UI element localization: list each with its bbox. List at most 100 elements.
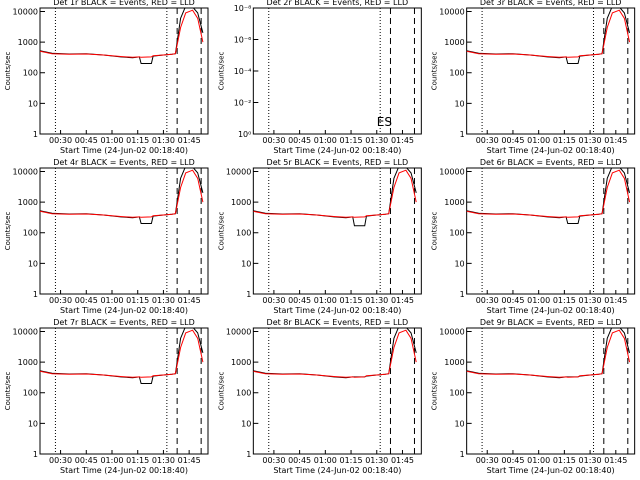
x-tick-label: 01:30: [365, 136, 388, 145]
x-tick-label: 00:45: [501, 296, 524, 305]
plot-frame: [466, 7, 636, 135]
y-tick-label: 10: [454, 419, 464, 428]
plot-frame: [466, 167, 636, 295]
x-tick-label: 00:45: [75, 136, 98, 145]
y-tick-label: 1: [460, 130, 465, 139]
x-tick-label: 01:45: [178, 136, 201, 145]
series-line: [466, 8, 631, 64]
x-tick-label: 00:45: [501, 136, 524, 145]
x-tick-label: 00:45: [75, 296, 98, 305]
plot-frame: [466, 327, 636, 455]
series-line: [466, 168, 631, 224]
y-tick-label: 1000: [231, 358, 251, 367]
x-tick-label: 01:15: [553, 456, 576, 465]
y-tick-label: 100: [23, 389, 38, 398]
y-axis-label: Counts/sec: [217, 212, 225, 251]
x-tick-label: 00:45: [501, 456, 524, 465]
panel: Det 8r BLACK = Events, RED = LLD Start Ti…: [217, 318, 422, 475]
x-tick-label: 01:15: [340, 136, 363, 145]
y-tick-label: 100: [23, 69, 38, 78]
y-tick-label: 10⁻⁸: [234, 4, 252, 13]
y-tick-label: 10000: [13, 7, 38, 16]
x-tick-label: 01:45: [604, 136, 627, 145]
chart-title: Det 4r BLACK = Events, RED = LLD: [53, 158, 195, 167]
x-tick-label: 00:45: [288, 456, 311, 465]
series-line: [40, 8, 204, 64]
y-tick-label: 10: [454, 99, 464, 108]
y-tick-label: 10000: [439, 327, 464, 336]
x-tick-label: 01:30: [152, 136, 175, 145]
y-tick-label: 10: [241, 419, 251, 428]
series-line: [40, 328, 204, 384]
x-tick-label: 01:00: [314, 456, 337, 465]
chart-title: Det 9r BLACK = Events, RED = LLD: [480, 318, 622, 327]
y-axis-label: Counts/sec: [217, 372, 225, 411]
y-tick-label: 1000: [444, 358, 464, 367]
series-line: [466, 9, 631, 58]
x-tick-label: 01:30: [579, 456, 602, 465]
x-tick-label: 01:45: [178, 456, 201, 465]
y-tick-label: 100: [236, 229, 251, 238]
chart-title: Det 3r BLACK = Events, RED = LLD: [480, 0, 622, 7]
x-tick-label: 01:15: [126, 136, 149, 145]
panel: Det 3r BLACK = Events, RED = LLD Start Ti…: [431, 0, 636, 155]
panel: Det 7r BLACK = Events, RED = LLD Start Ti…: [4, 318, 209, 475]
y-axis-label: Counts/sec: [431, 212, 439, 251]
chart-title: Det 7r BLACK = Events, RED = LLD: [53, 318, 195, 327]
y-tick-label: 10: [454, 259, 464, 268]
y-tick-label: 10: [28, 259, 38, 268]
x-axis-label: Start Time (24-Jun-02 00:18:40): [487, 306, 615, 315]
series-line: [253, 329, 417, 378]
x-tick-label: 00:45: [75, 456, 98, 465]
x-tick-label: 01:00: [527, 456, 550, 465]
x-tick-label: 00:30: [262, 456, 285, 465]
y-tick-label: 100: [449, 389, 464, 398]
y-tick-label: 1000: [18, 38, 38, 47]
x-tick-label: 01:30: [152, 456, 175, 465]
y-tick-label: 10000: [13, 167, 38, 176]
panel: Det 9r BLACK = Events, RED = LLD Start Ti…: [431, 318, 636, 475]
panel: Det 2r BLACK = Events, RED = LLD Start Ti…: [217, 0, 422, 155]
x-tick-label: 01:30: [579, 136, 602, 145]
x-tick-label: 01:00: [314, 296, 337, 305]
series-line: [466, 328, 631, 379]
chart-title: Det 5r BLACK = Events, RED = LLD: [267, 158, 409, 167]
y-tick-label: 100: [236, 389, 251, 398]
x-tick-label: 01:00: [100, 136, 123, 145]
x-tick-label: 00:45: [288, 136, 311, 145]
panel: Det 5r BLACK = Events, RED = LLD Start Ti…: [217, 158, 422, 315]
panel: Det 4r BLACK = Events, RED = LLD Start Ti…: [4, 158, 209, 315]
x-axis-label: Start Time (24-Jun-02 00:18:40): [273, 466, 401, 475]
plot-frame: [39, 7, 209, 135]
y-tick-label: 1: [246, 290, 251, 299]
x-axis-label: Start Time (24-Jun-02 00:18:40): [487, 466, 615, 475]
series-line: [253, 169, 417, 218]
x-tick-label: 01:45: [178, 296, 201, 305]
y-tick-label: 10000: [226, 327, 251, 336]
series-line: [466, 329, 631, 378]
x-tick-label: 01:15: [553, 136, 576, 145]
plot-frame: [39, 167, 209, 295]
y-tick-label: 10: [28, 99, 38, 108]
x-tick-label: 00:30: [49, 296, 72, 305]
x-tick-label: 00:30: [476, 296, 499, 305]
x-tick-label: 01:00: [527, 296, 550, 305]
y-tick-label: 100: [23, 229, 38, 238]
x-tick-label: 01:30: [579, 296, 602, 305]
x-tick-label: 00:45: [288, 296, 311, 305]
y-tick-label: 1: [33, 450, 38, 459]
y-tick-label: 1: [33, 130, 38, 139]
y-tick-label: 10⁻⁴: [234, 67, 252, 76]
x-tick-label: 01:00: [100, 296, 123, 305]
x-tick-label: 00:30: [49, 136, 72, 145]
y-tick-label: 100: [449, 229, 464, 238]
x-tick-label: 01:45: [391, 136, 414, 145]
y-tick-label: 1000: [231, 198, 251, 207]
x-axis-label: Start Time (24-Jun-02 00:18:40): [273, 306, 401, 315]
series-line: [40, 329, 204, 378]
plot-frame: [252, 327, 422, 455]
panel: Det 6r BLACK = Events, RED = LLD Start Ti…: [431, 158, 636, 315]
y-tick-label: 10⁻⁶: [234, 36, 252, 45]
y-axis-label: Counts/sec: [4, 372, 12, 411]
x-tick-label: 01:15: [553, 296, 576, 305]
